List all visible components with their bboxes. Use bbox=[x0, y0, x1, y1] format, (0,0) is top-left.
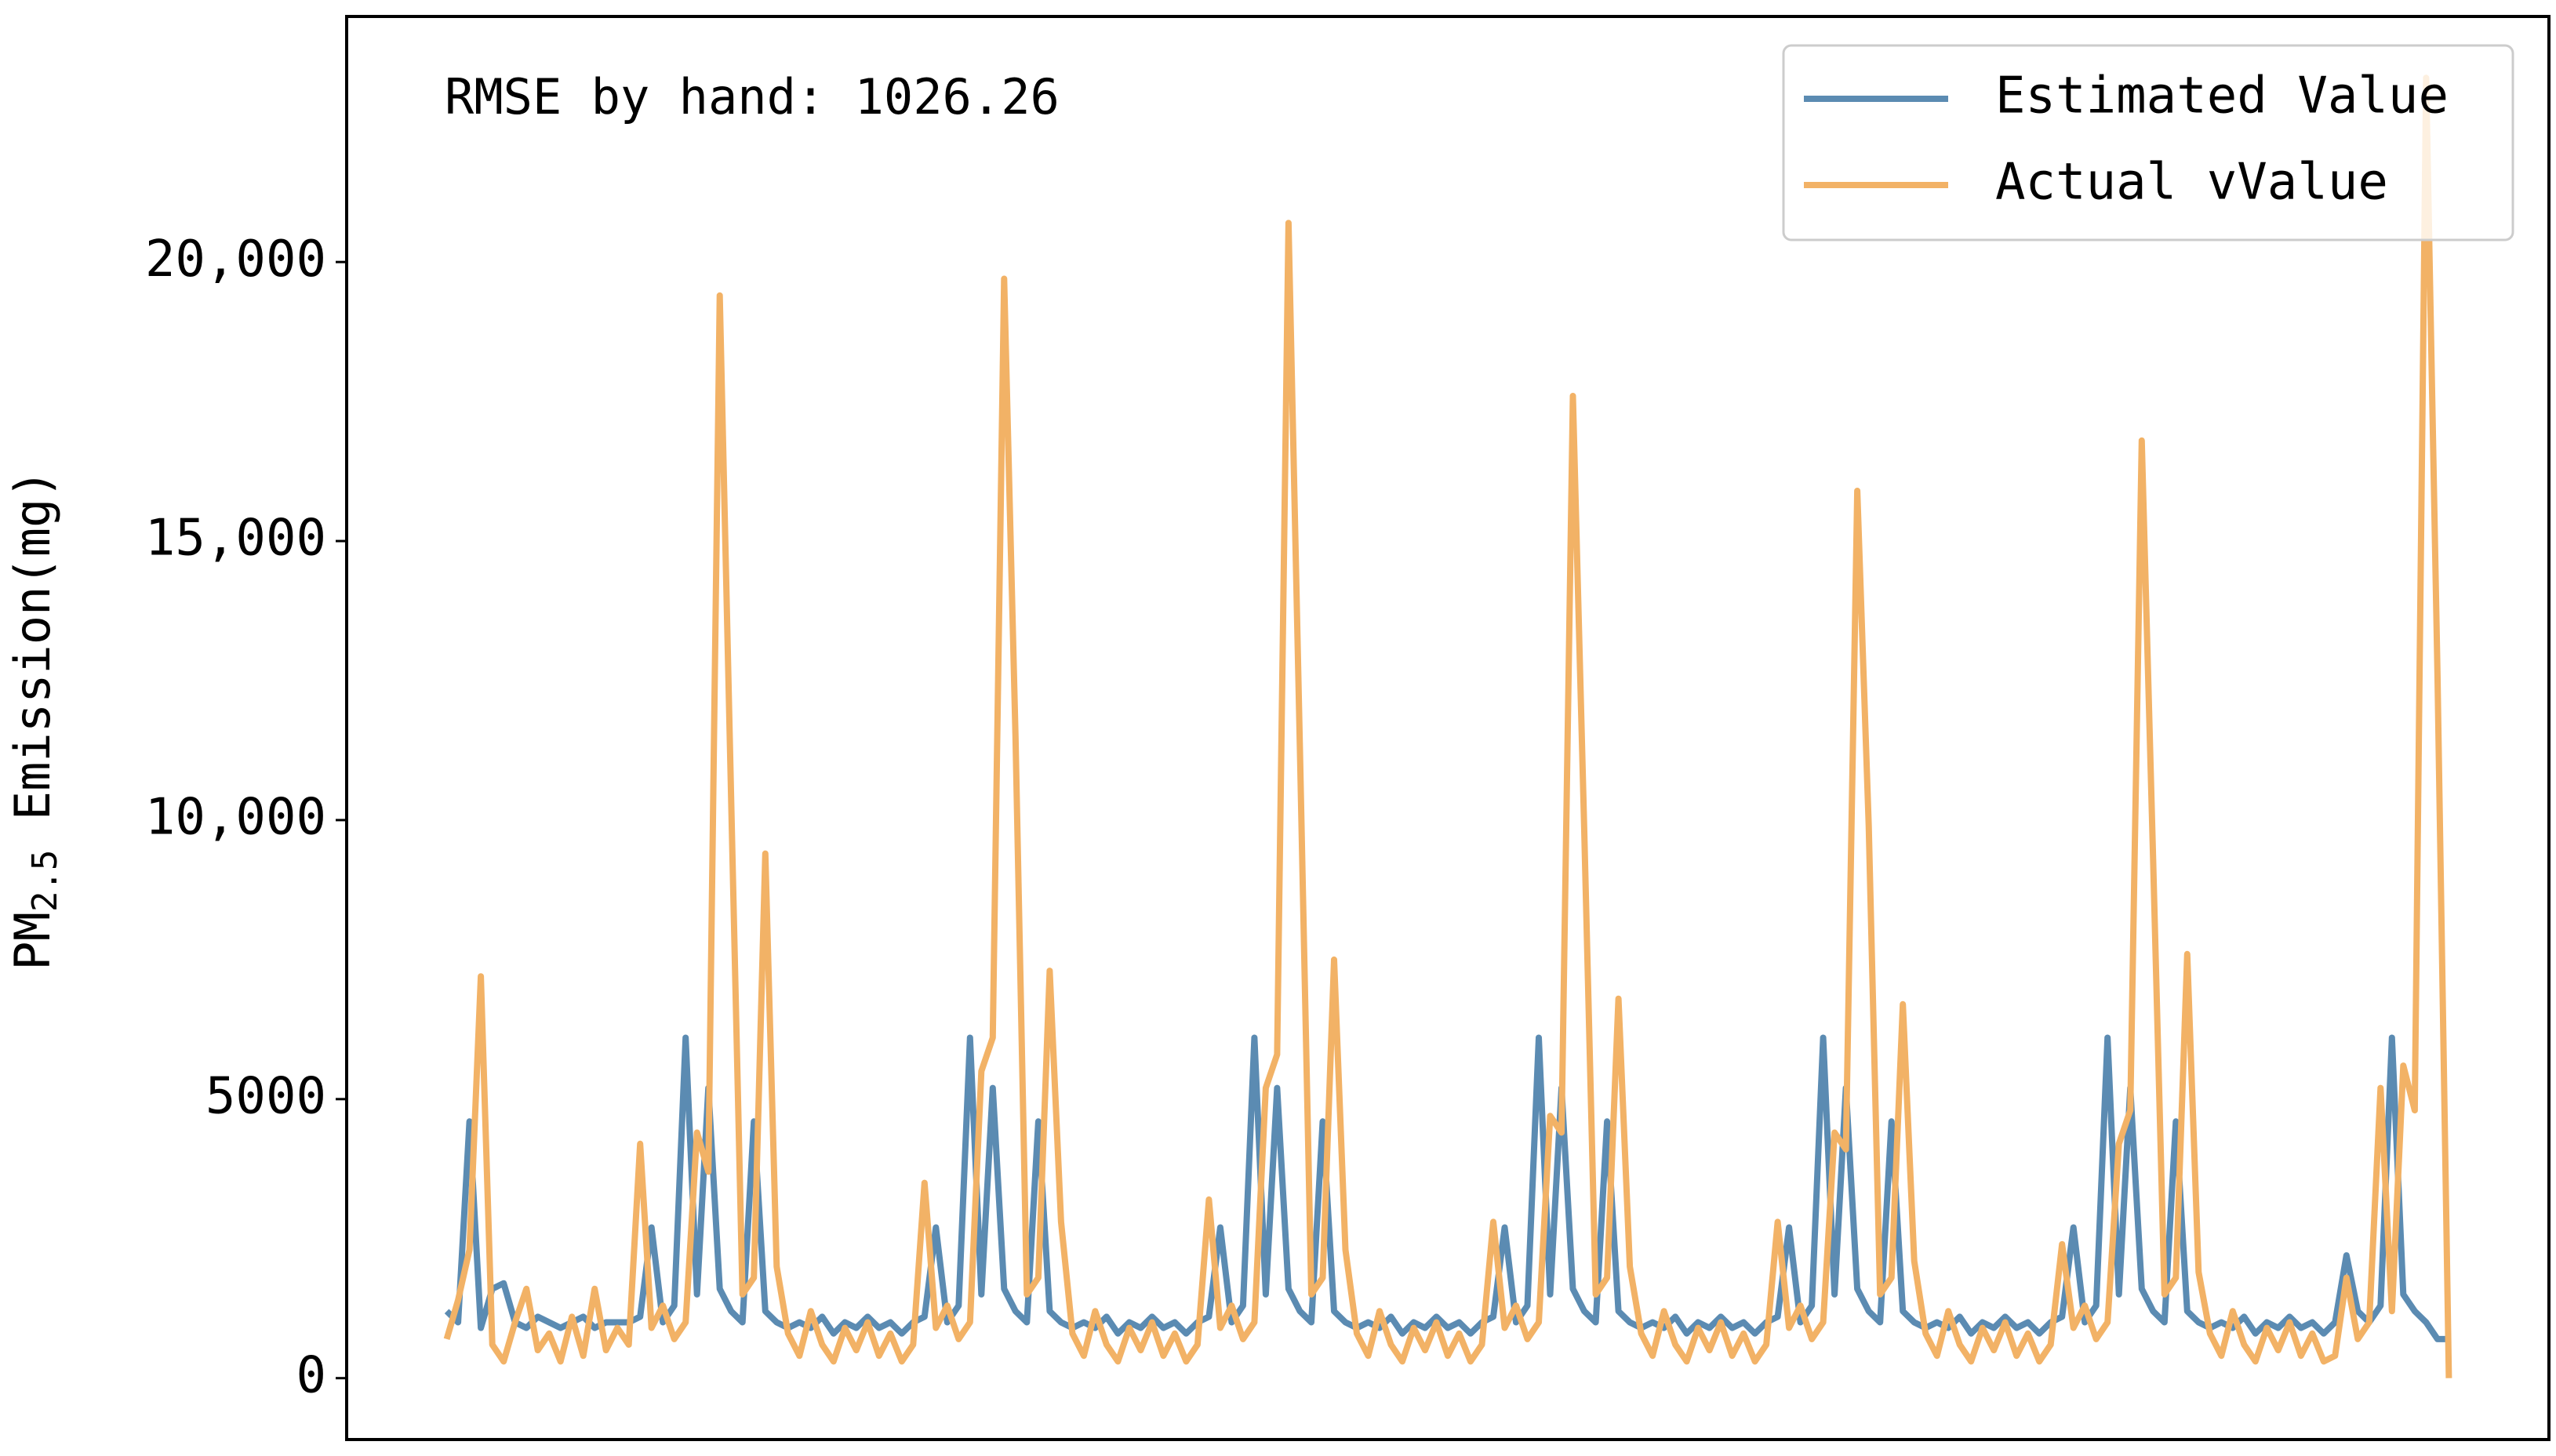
y-tick-label: 10,000 bbox=[145, 789, 326, 847]
y-label-main: PM bbox=[4, 912, 61, 971]
y-tick-label: 0 bbox=[296, 1346, 326, 1404]
y-label-subscript: 2.5 bbox=[25, 850, 65, 912]
y-tick-label: 15,000 bbox=[145, 510, 326, 568]
legend-box bbox=[1782, 44, 2514, 241]
y-tick-label: 5000 bbox=[205, 1067, 326, 1125]
legend-label: Estimated Value bbox=[1995, 67, 2449, 125]
series-line bbox=[443, 74, 2452, 1378]
series-line bbox=[444, 1034, 2449, 1342]
plot-frame bbox=[345, 15, 2551, 1441]
annotation: RMSE by hand: 1026.26 bbox=[445, 68, 1060, 125]
y-axis-label: PM2.5 Emission(mg) bbox=[4, 469, 65, 970]
legend-label: Actual vValue bbox=[1995, 154, 2388, 212]
y-label-rest: Emission(mg) bbox=[4, 469, 61, 849]
y-tick-label: 20,000 bbox=[145, 231, 326, 289]
